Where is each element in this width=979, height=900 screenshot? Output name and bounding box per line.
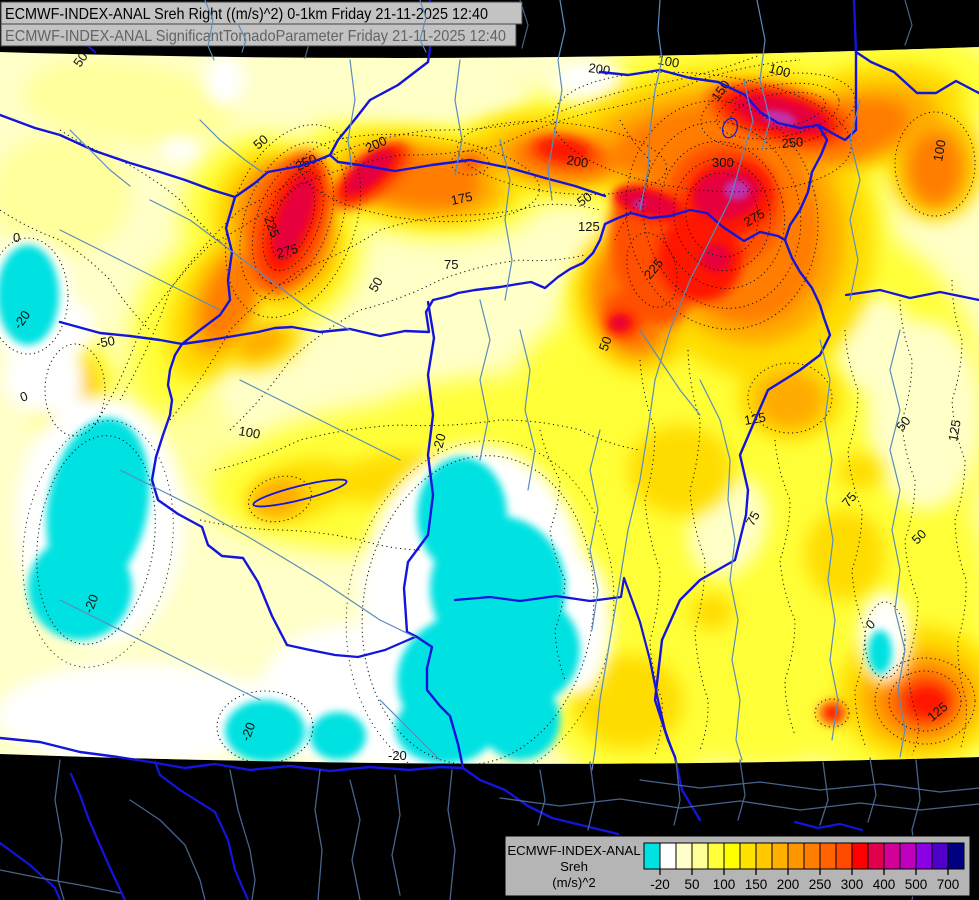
svg-text:400: 400	[873, 877, 896, 892]
svg-text:250: 250	[809, 877, 832, 892]
svg-text:-20: -20	[388, 748, 407, 763]
svg-text:200: 200	[588, 60, 612, 78]
svg-text:-20: -20	[650, 877, 670, 892]
svg-text:50: 50	[70, 49, 91, 69]
svg-text:ECMWF-INDEX-ANAL Sreh Right ((: ECMWF-INDEX-ANAL Sreh Right ((m/s)^2) 0-…	[5, 6, 488, 23]
svg-text:ECMWF-INDEX-ANAL: ECMWF-INDEX-ANAL	[507, 843, 640, 858]
svg-text:225: 225	[261, 214, 283, 240]
svg-text:-20: -20	[81, 592, 102, 615]
svg-text:200: 200	[777, 877, 800, 892]
svg-text:-50: -50	[95, 333, 116, 351]
svg-text:700: 700	[937, 877, 960, 892]
svg-text:-20: -20	[429, 432, 448, 454]
svg-text:125: 125	[578, 219, 600, 234]
svg-text:50: 50	[366, 274, 386, 294]
svg-text:(m/s)^2: (m/s)^2	[552, 875, 596, 890]
svg-text:500: 500	[905, 877, 928, 892]
svg-text:100: 100	[767, 60, 792, 80]
svg-text:100: 100	[237, 423, 261, 442]
svg-text:50: 50	[574, 189, 594, 210]
svg-text:300: 300	[712, 155, 734, 170]
svg-text:Sreh: Sreh	[560, 859, 588, 874]
svg-text:250: 250	[781, 134, 804, 151]
svg-text:100: 100	[713, 877, 736, 892]
svg-text:ECMWF-INDEX-ANAL SignificantTo: ECMWF-INDEX-ANAL SignificantTornadoParam…	[5, 28, 506, 45]
svg-text:0: 0	[18, 388, 30, 405]
svg-text:100: 100	[656, 52, 680, 71]
svg-text:275: 275	[275, 241, 300, 261]
svg-text:300: 300	[841, 877, 864, 892]
svg-text:-20: -20	[238, 720, 259, 743]
svg-text:100: 100	[930, 139, 949, 163]
svg-text:75: 75	[444, 257, 458, 272]
svg-text:50: 50	[684, 877, 699, 892]
svg-text:125: 125	[945, 419, 964, 443]
svg-text:50: 50	[596, 334, 615, 353]
svg-text:200: 200	[565, 152, 589, 171]
svg-text:0: 0	[13, 230, 20, 245]
svg-text:150: 150	[745, 877, 768, 892]
svg-text:175: 175	[450, 189, 474, 208]
svg-text:75: 75	[743, 508, 763, 528]
